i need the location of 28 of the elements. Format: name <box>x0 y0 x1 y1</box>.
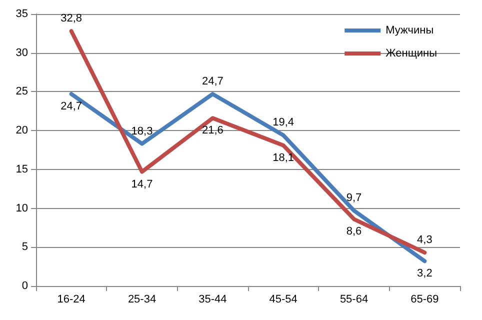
x-tick-label: 25-34 <box>128 294 156 306</box>
x-tick-label: 55-64 <box>340 294 368 306</box>
legend-label: Женщины <box>386 48 438 60</box>
y-tick-label: 25 <box>16 86 28 98</box>
y-tick-label: 35 <box>16 8 28 20</box>
data-label: 18,3 <box>131 125 153 138</box>
data-label: 4,3 <box>417 234 432 246</box>
data-label: 8,6 <box>346 226 362 238</box>
data-label: 3,2 <box>417 268 432 280</box>
y-tick-label: 10 <box>16 202 28 214</box>
y-tick-label: 5 <box>22 241 28 254</box>
data-label: 24,7 <box>202 76 224 88</box>
data-label: 32,8 <box>60 12 82 25</box>
x-tick-label: 65-69 <box>410 294 439 306</box>
x-tick-label: 35-44 <box>198 294 227 306</box>
data-label: 14,7 <box>131 178 153 190</box>
x-tick-label: 16-24 <box>57 294 86 306</box>
data-label: 18,1 <box>272 152 294 164</box>
legend-label: Мужчины <box>386 24 434 36</box>
y-tick-label: 0 <box>22 280 28 292</box>
data-label: 19,4 <box>272 116 294 129</box>
data-label: 9,7 <box>346 192 362 204</box>
x-tick-label: 45-54 <box>269 294 298 306</box>
data-label: 24,7 <box>60 100 82 113</box>
y-tick-label: 20 <box>16 124 28 137</box>
y-tick-label: 30 <box>16 46 28 59</box>
data-label: 21,6 <box>202 124 224 137</box>
y-tick-label: 15 <box>16 163 28 176</box>
